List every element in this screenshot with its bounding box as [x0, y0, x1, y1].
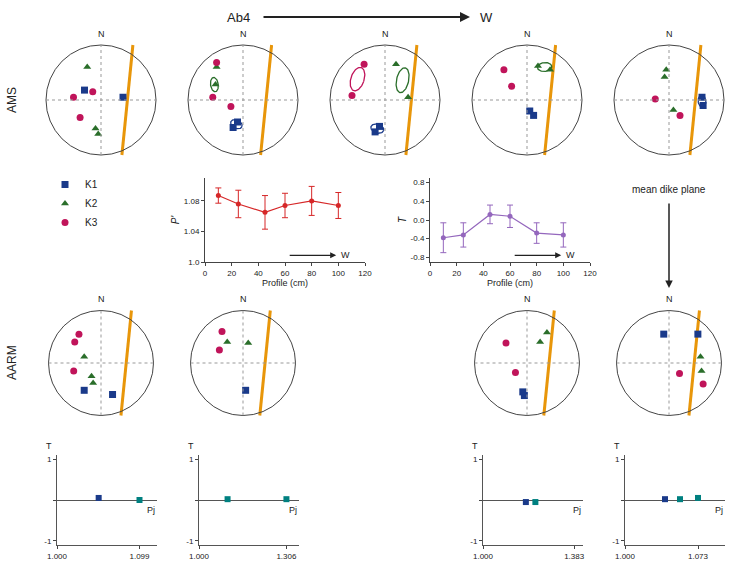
svg-text:Pj: Pj	[715, 505, 723, 515]
svg-text:80: 80	[307, 269, 316, 278]
svg-text:T: T	[46, 441, 52, 451]
svg-text:0.8: 0.8	[413, 178, 425, 187]
svg-text:-0.4: -0.4	[411, 234, 425, 243]
svg-text:Profile (cm): Profile (cm)	[262, 278, 308, 288]
svg-text:1.099: 1.099	[129, 552, 150, 561]
svg-text:0.4: 0.4	[413, 197, 425, 206]
svg-text:60: 60	[281, 269, 290, 278]
svg-text:N: N	[240, 294, 247, 304]
svg-text:40: 40	[254, 269, 263, 278]
svg-text:N: N	[382, 29, 389, 39]
svg-text:1.0: 1.0	[188, 258, 200, 267]
svg-text:mean dike plane: mean dike plane	[632, 184, 706, 195]
svg-text:0.0: 0.0	[413, 216, 425, 225]
svg-text:W: W	[341, 250, 350, 260]
svg-text:1: 1	[47, 455, 52, 464]
svg-text:100: 100	[332, 269, 346, 278]
svg-text:Ab4: Ab4	[227, 10, 250, 25]
svg-text:1.04: 1.04	[184, 227, 200, 236]
svg-text:20: 20	[227, 269, 236, 278]
svg-text:1.000: 1.000	[47, 552, 68, 561]
svg-text:T: T	[614, 441, 620, 451]
svg-text:Pj: Pj	[573, 505, 581, 515]
svg-text:N: N	[240, 29, 247, 39]
svg-text:Pj: Pj	[289, 505, 297, 515]
svg-text:0: 0	[203, 269, 208, 278]
svg-text:1.073: 1.073	[688, 552, 709, 561]
svg-text:AARM: AARM	[5, 345, 19, 380]
svg-text:120: 120	[358, 269, 372, 278]
svg-text:Pj: Pj	[147, 505, 155, 515]
svg-text:1: 1	[615, 455, 620, 464]
svg-text:40: 40	[479, 269, 488, 278]
svg-text:W: W	[480, 10, 493, 25]
svg-text:K1: K1	[85, 179, 98, 190]
svg-text:T: T	[397, 216, 408, 223]
svg-text:1: 1	[473, 455, 478, 464]
svg-text:P': P'	[170, 215, 181, 225]
svg-text:T: T	[188, 441, 194, 451]
svg-text:1.08: 1.08	[184, 197, 200, 206]
svg-text:1.383: 1.383	[564, 552, 585, 561]
svg-text:AMS: AMS	[5, 87, 19, 113]
svg-text:T: T	[472, 441, 478, 451]
svg-text:-1: -1	[44, 537, 52, 546]
svg-text:100: 100	[557, 269, 571, 278]
svg-text:Profile (cm): Profile (cm)	[487, 278, 533, 288]
svg-text:1.000: 1.000	[189, 552, 210, 561]
svg-text:-0.8: -0.8	[411, 253, 425, 262]
svg-text:120: 120	[583, 269, 597, 278]
svg-text:W: W	[566, 250, 575, 260]
svg-text:N: N	[666, 29, 673, 39]
svg-text:-1: -1	[186, 537, 194, 546]
svg-text:N: N	[98, 29, 105, 39]
svg-text:N: N	[524, 294, 531, 304]
svg-text:K3: K3	[85, 217, 98, 228]
svg-text:20: 20	[452, 269, 461, 278]
svg-text:1.306: 1.306	[276, 552, 297, 561]
svg-text:1.000: 1.000	[615, 552, 636, 561]
svg-text:K2: K2	[85, 198, 98, 209]
svg-text:-1: -1	[470, 537, 478, 546]
svg-text:N: N	[666, 294, 673, 304]
svg-text:1: 1	[189, 455, 194, 464]
svg-text:N: N	[98, 294, 105, 304]
svg-text:80: 80	[532, 269, 541, 278]
svg-text:-1: -1	[612, 537, 620, 546]
svg-text:60: 60	[506, 269, 515, 278]
svg-text:0: 0	[428, 269, 433, 278]
svg-text:1.000: 1.000	[473, 552, 494, 561]
svg-text:N: N	[524, 29, 531, 39]
